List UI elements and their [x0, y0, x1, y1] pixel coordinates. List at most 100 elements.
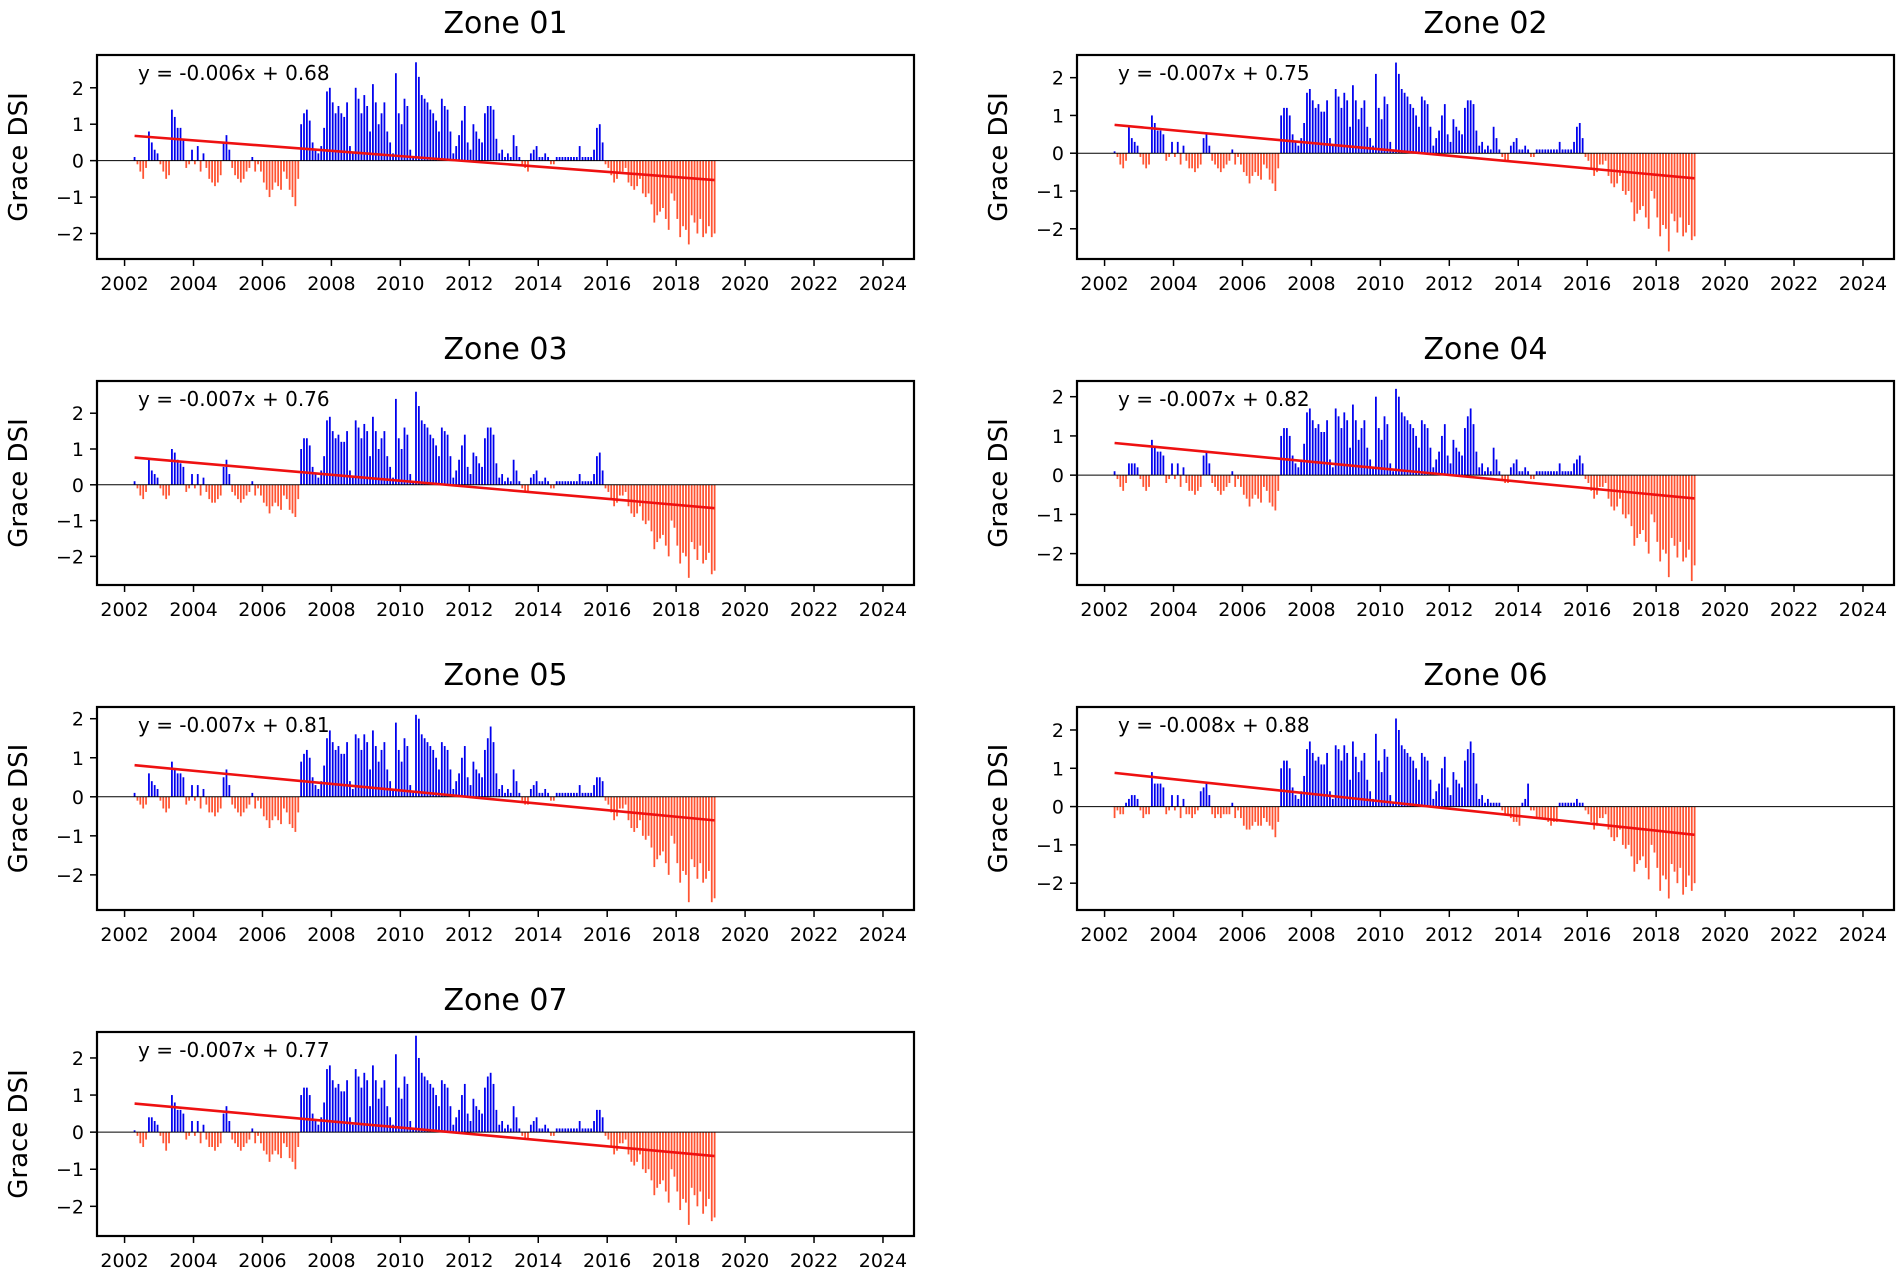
bar	[1504, 806, 1506, 815]
bar	[1291, 455, 1294, 476]
bar	[438, 769, 440, 797]
bar	[271, 796, 274, 821]
y-tick-label: 1	[72, 1085, 84, 1107]
bar	[1538, 149, 1541, 154]
bar	[489, 106, 492, 161]
bar	[1254, 806, 1257, 822]
bar	[682, 484, 684, 553]
bar	[1564, 802, 1567, 807]
bar	[196, 785, 199, 797]
y-axis-label: Grace DSI	[984, 744, 1014, 874]
bar	[331, 431, 334, 485]
bar	[713, 160, 716, 234]
bar	[1429, 779, 1432, 807]
bar	[372, 730, 374, 797]
bar	[653, 796, 656, 868]
bar	[1225, 153, 1228, 165]
x-tick-label: 2004	[1149, 599, 1197, 621]
bar	[1478, 145, 1481, 154]
bar	[222, 1113, 225, 1133]
bar	[305, 438, 308, 485]
bar	[314, 149, 317, 161]
x-tick-label: 2014	[1494, 924, 1542, 946]
x-tick-label: 2022	[1770, 273, 1818, 295]
bar	[1346, 100, 1349, 154]
bar	[277, 1132, 280, 1155]
bar	[1171, 141, 1173, 154]
bar	[590, 792, 593, 797]
bar	[366, 431, 369, 485]
trend-line	[134, 456, 715, 510]
bar	[650, 796, 653, 848]
bar	[1317, 104, 1320, 154]
bar	[205, 1132, 208, 1140]
trend-line	[134, 763, 715, 822]
x-tick-label: 2024	[859, 273, 907, 295]
bar	[1179, 475, 1182, 487]
bar	[228, 149, 231, 161]
bar	[426, 427, 429, 485]
bar	[527, 1132, 529, 1140]
bar	[374, 431, 377, 485]
bar	[461, 757, 463, 797]
x-tick-label: 2014	[514, 273, 562, 295]
bar	[380, 438, 383, 485]
bar	[257, 484, 259, 489]
bar	[317, 788, 320, 797]
bar	[627, 1132, 630, 1155]
bar	[242, 484, 245, 500]
bar	[705, 484, 707, 560]
bar	[506, 1124, 509, 1133]
bar	[1231, 802, 1234, 807]
bar	[501, 1121, 504, 1133]
bar	[443, 106, 446, 161]
bar	[561, 1128, 564, 1133]
bar	[532, 474, 535, 485]
x-tick-label: 2014	[1494, 273, 1542, 295]
x-tick-label: 2016	[583, 599, 631, 621]
bar	[1670, 475, 1673, 538]
bar	[1644, 475, 1647, 542]
bar	[320, 781, 323, 797]
bar	[702, 484, 705, 564]
bar	[1268, 806, 1271, 826]
bar	[1122, 806, 1125, 815]
bar	[1541, 149, 1544, 154]
bar	[1644, 806, 1647, 868]
bar	[1553, 149, 1555, 154]
bar	[1486, 145, 1489, 154]
bar	[498, 477, 501, 485]
bar	[392, 1124, 394, 1133]
bar	[145, 1132, 147, 1140]
bar	[705, 796, 707, 879]
bar	[320, 470, 323, 485]
bar	[383, 431, 386, 485]
bar	[1173, 475, 1176, 480]
bar	[374, 746, 377, 797]
bar	[139, 160, 142, 172]
bar	[1518, 471, 1521, 476]
bar	[1464, 107, 1466, 154]
bar	[472, 452, 475, 485]
bar	[1314, 428, 1317, 476]
bar	[1538, 471, 1541, 476]
bar	[179, 127, 182, 161]
bar	[561, 792, 564, 797]
bar	[386, 456, 389, 485]
bar	[1349, 779, 1351, 807]
bar	[1567, 149, 1570, 154]
bar	[323, 765, 325, 797]
bar	[1489, 149, 1492, 154]
bar	[1435, 138, 1438, 154]
bar	[214, 484, 216, 503]
bar	[1455, 779, 1458, 807]
bar	[1659, 475, 1662, 562]
bar	[455, 1117, 458, 1133]
bar	[590, 481, 593, 485]
bar	[156, 153, 159, 161]
bar	[377, 124, 380, 161]
bar	[1429, 447, 1432, 476]
bar	[1495, 138, 1498, 154]
bar	[1182, 467, 1185, 476]
